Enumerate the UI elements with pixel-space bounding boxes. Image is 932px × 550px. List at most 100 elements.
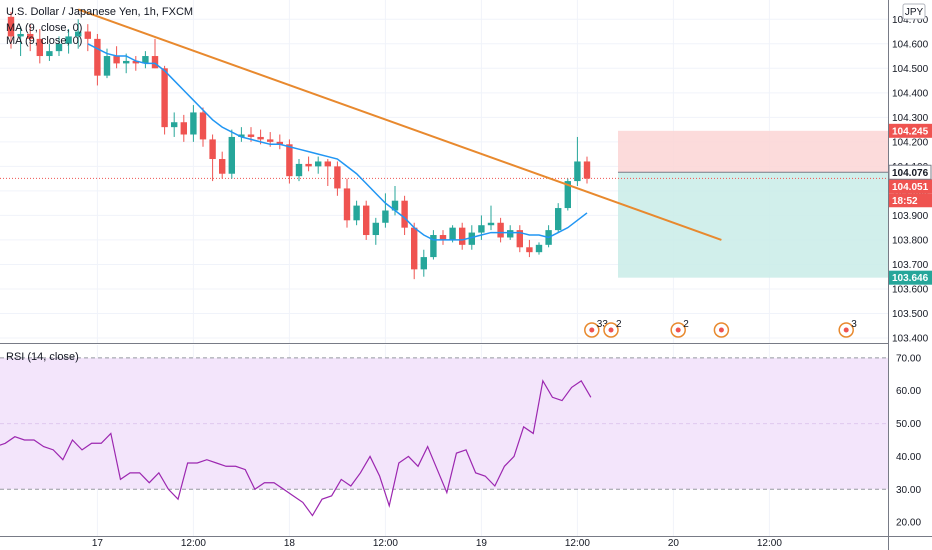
candle xyxy=(161,65,168,135)
candle-body xyxy=(286,144,293,177)
candle-body xyxy=(391,200,399,211)
price-tick-label: 103.400 xyxy=(892,334,929,345)
candle-body xyxy=(94,38,101,76)
current-price-tag-text: 104.051 xyxy=(892,182,929,193)
candle-body xyxy=(142,56,149,64)
candle xyxy=(487,205,495,231)
candle-body xyxy=(411,227,418,270)
event-marker[interactable]: 2 xyxy=(603,319,622,338)
candle-body xyxy=(238,134,245,137)
candle-body xyxy=(247,134,255,137)
candle-body xyxy=(27,33,34,39)
candle-body xyxy=(132,60,139,64)
ma-line xyxy=(87,43,588,241)
candle xyxy=(180,114,187,142)
rsi-tick-label: 30.00 xyxy=(896,485,921,496)
currency-label: JPY xyxy=(905,7,924,18)
position-zones xyxy=(0,130,888,278)
candle-body xyxy=(372,222,379,236)
candle-body xyxy=(7,16,15,37)
candle xyxy=(315,156,322,174)
event-markers[interactable]: 33 2 2 3 xyxy=(584,319,857,338)
rsi-series xyxy=(0,357,888,517)
tp-price-tag-text: 104.245 xyxy=(892,126,929,137)
price-tick-label: 103.900 xyxy=(892,211,929,222)
candle-body xyxy=(449,227,456,240)
candle-body xyxy=(497,222,504,238)
symbol-title[interactable]: U.S. Dollar / Japanese Yen, 1h, FXCM xyxy=(6,6,193,18)
trend-segment[interactable] xyxy=(77,8,722,241)
candle-body xyxy=(295,163,303,177)
event-marker[interactable]: 3 xyxy=(838,319,857,338)
candle xyxy=(36,29,43,64)
tp-price-tag-box xyxy=(889,123,932,138)
ma-indicator-1-label[interactable]: MA (9, close, 0) xyxy=(6,22,82,34)
candle-body xyxy=(401,200,408,228)
candle xyxy=(295,159,303,182)
event-count: 2 xyxy=(616,319,622,330)
event-marker[interactable]: 2 xyxy=(670,319,689,338)
candle-body xyxy=(46,51,53,57)
currency-badge[interactable] xyxy=(902,3,926,20)
current-price-tag-box xyxy=(889,179,932,194)
candle-body xyxy=(315,161,322,167)
candle xyxy=(228,129,235,179)
candle-body xyxy=(507,230,514,238)
rsi-polyline xyxy=(0,379,592,517)
candle-body xyxy=(583,161,591,179)
candle xyxy=(199,107,207,147)
candle-body xyxy=(487,222,495,226)
countdown-tag-box xyxy=(889,193,932,208)
candle-body xyxy=(209,139,216,160)
stop-zone[interactable] xyxy=(618,172,888,278)
candle-body xyxy=(353,205,360,221)
candle xyxy=(430,230,437,260)
countdown-tag: 18:52 xyxy=(889,193,932,208)
candle-body xyxy=(555,208,562,231)
price-tick-label: 104.700 xyxy=(892,15,929,26)
candle xyxy=(75,19,82,49)
rsi-title[interactable]: RSI (14, close) xyxy=(6,351,79,363)
event-count: 3 xyxy=(851,319,857,330)
candle-body xyxy=(574,161,581,182)
candle xyxy=(46,43,53,61)
time-tick-label: 19 xyxy=(476,538,488,549)
event-dot-icon xyxy=(675,327,681,333)
time-axis[interactable]: 17 12:00 18 12:00 19 12:00 20 12:00 xyxy=(92,538,783,549)
trend-line[interactable] xyxy=(77,8,722,241)
rsi-tick-label: 70.00 xyxy=(896,353,921,364)
candle xyxy=(113,46,120,69)
candle xyxy=(17,26,24,57)
candle-body xyxy=(75,31,82,37)
rsi-axis[interactable]: 70.00 60.00 50.00 40.00 30.00 20.00 xyxy=(896,353,921,528)
candle xyxy=(324,159,331,186)
candle xyxy=(238,127,245,142)
candle-body xyxy=(267,139,274,142)
candle-body xyxy=(65,36,72,44)
price-tick-label: 104.600 xyxy=(892,39,929,50)
candle-body xyxy=(161,68,168,128)
candle-body xyxy=(459,227,466,245)
sl-price-tag-box xyxy=(889,270,932,285)
candle-body xyxy=(468,232,475,245)
price-tick-label: 104.400 xyxy=(892,88,929,99)
candle-body xyxy=(103,56,111,76)
candle xyxy=(411,222,418,280)
candle xyxy=(94,33,101,86)
candle xyxy=(382,193,389,228)
ma-indicator-2-label[interactable]: MA (9, close, 0) xyxy=(6,35,82,47)
candle-body xyxy=(84,31,91,39)
current-price-tag: 104.051 xyxy=(889,179,932,194)
candle xyxy=(305,156,312,172)
event-dot-icon xyxy=(608,327,614,333)
candle-body xyxy=(276,141,283,145)
target-zone[interactable] xyxy=(618,130,888,173)
sl-price-tag: 103.646 xyxy=(889,270,932,285)
candle xyxy=(401,195,408,236)
event-marker[interactable]: 33 xyxy=(584,319,609,338)
candle-body xyxy=(36,38,43,57)
time-tick-label: 18 xyxy=(284,538,296,549)
candle xyxy=(535,242,543,255)
event-marker[interactable] xyxy=(713,322,730,338)
